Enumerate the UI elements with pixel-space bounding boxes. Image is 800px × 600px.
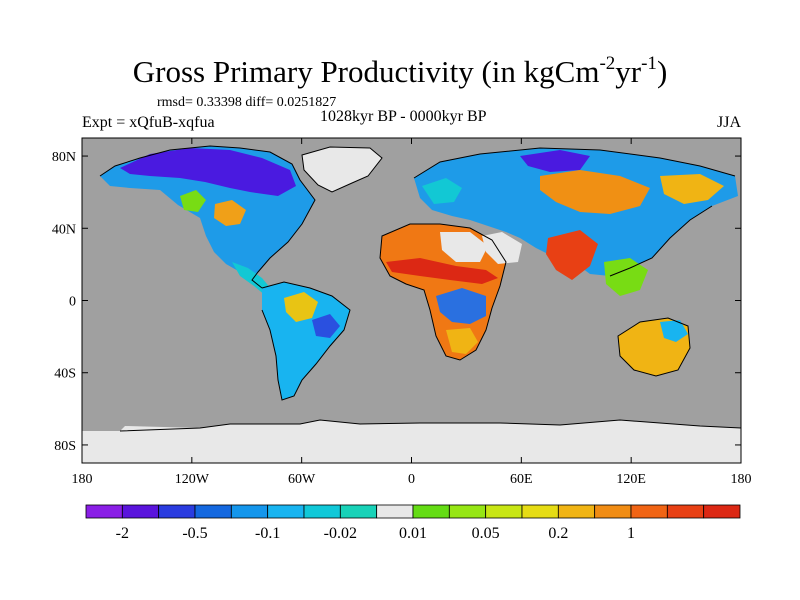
title-exponent-year: -1 bbox=[641, 53, 657, 74]
colorbar-swatch bbox=[85, 504, 123, 519]
lat-label: 0 bbox=[69, 295, 76, 310]
north-america-green-patch bbox=[180, 190, 206, 212]
eurasia-positive-central bbox=[540, 170, 650, 214]
colorbar-label: 0.05 bbox=[472, 525, 500, 542]
colorbar-swatch bbox=[376, 504, 414, 519]
lon-label: 120E bbox=[616, 472, 646, 487]
southern-africa-positive bbox=[446, 328, 478, 354]
colorbar-swatch bbox=[666, 504, 705, 519]
india-red-patch bbox=[546, 230, 598, 280]
lon-label: 180 bbox=[72, 472, 93, 487]
title-exponent-area: -2 bbox=[599, 53, 616, 74]
colorbar-swatch bbox=[158, 504, 196, 519]
colorbar-swatch bbox=[121, 504, 160, 519]
rmsd-value: rmsd= 0.33398 bbox=[157, 95, 242, 110]
colorbar-label: 1 bbox=[627, 525, 635, 542]
colorbar-swatch bbox=[521, 504, 559, 519]
colorbar-swatch bbox=[703, 504, 741, 519]
lat-label: 80N bbox=[52, 150, 76, 165]
colorbar-swatch bbox=[412, 504, 450, 519]
colorbar-label: 0.01 bbox=[399, 525, 427, 542]
colorbar-label: -0.1 bbox=[255, 525, 280, 542]
coast-australia bbox=[617, 317, 691, 377]
colorbar-swatch bbox=[194, 504, 232, 519]
eurasia-positive-east bbox=[660, 174, 724, 204]
southeast-asia-green bbox=[604, 258, 648, 296]
season-label: JJA bbox=[716, 114, 741, 131]
europe-negative-patch bbox=[422, 178, 462, 204]
coast-north-america bbox=[99, 145, 316, 289]
colorbar-swatch bbox=[557, 504, 596, 519]
sahel-red-band bbox=[386, 258, 498, 284]
australia-negative-patch bbox=[660, 320, 688, 342]
lon-label: 0 bbox=[408, 472, 415, 487]
coast-africa bbox=[379, 223, 507, 361]
land-fields bbox=[82, 146, 741, 463]
south-america-positive-patch bbox=[284, 292, 318, 322]
sahara-ice-patch bbox=[440, 232, 488, 262]
greenland-ice bbox=[302, 147, 382, 192]
title-main: Gross Primary Productivity (in kgCm bbox=[132, 54, 600, 89]
colorbar-label: -2 bbox=[116, 525, 129, 542]
south-america-land bbox=[262, 282, 350, 400]
siberia-negative-patch bbox=[520, 150, 590, 172]
colorbar-swatch bbox=[267, 504, 305, 519]
map-title: Gross Primary Productivity (in kgCm-2yr-… bbox=[0, 52, 800, 92]
antarctica-ice bbox=[82, 420, 741, 463]
south-america-negative-patch bbox=[312, 314, 340, 338]
coast-antarctica bbox=[119, 419, 741, 432]
colorbar-swatch bbox=[230, 504, 269, 519]
colorbar-swatch bbox=[339, 504, 378, 519]
colorbar-swatch bbox=[594, 504, 632, 519]
coast-greenland bbox=[301, 146, 383, 193]
lat-label: 80S bbox=[54, 439, 76, 454]
north-america-north-negative bbox=[120, 148, 296, 196]
coastlines bbox=[99, 145, 741, 432]
colorbar-label: -0.02 bbox=[324, 525, 357, 542]
colorbar-swatch bbox=[448, 504, 487, 519]
title-end: ) bbox=[656, 54, 668, 89]
colorbar-label: 0.2 bbox=[548, 525, 568, 542]
lon-label: 60E bbox=[510, 472, 533, 487]
map-axes: 80N 40N 0 40S 80S 180 120W 60W 0 60E 120E 180 bbox=[52, 138, 752, 487]
coast-south-america bbox=[261, 281, 351, 401]
period-label: 1028kyr BP - 0000kyr BP bbox=[320, 108, 487, 125]
coast-eurasia bbox=[413, 147, 736, 277]
lon-label: 180 bbox=[731, 472, 752, 487]
central-africa-negative bbox=[436, 288, 486, 324]
lat-label: 40S bbox=[54, 367, 76, 382]
lon-label: 120W bbox=[175, 472, 210, 487]
diff-value: diff= 0.0251827 bbox=[245, 95, 337, 110]
colorbar-swatch bbox=[630, 504, 668, 519]
lon-label: 60W bbox=[288, 472, 316, 487]
stats-line: rmsd= 0.33398 diff= 0.0251827 bbox=[157, 95, 336, 111]
lat-label: 40N bbox=[52, 222, 76, 237]
experiment-label: Expt = xQfuB-xqfua bbox=[82, 114, 215, 131]
north-america-positive-patch bbox=[214, 200, 246, 226]
colorbar-swatch bbox=[303, 504, 341, 519]
colorbar-swatch bbox=[485, 504, 523, 519]
eurasia-land bbox=[414, 148, 738, 276]
colorbar-label: -0.5 bbox=[182, 525, 207, 542]
title-unit-year: yr bbox=[615, 54, 642, 89]
